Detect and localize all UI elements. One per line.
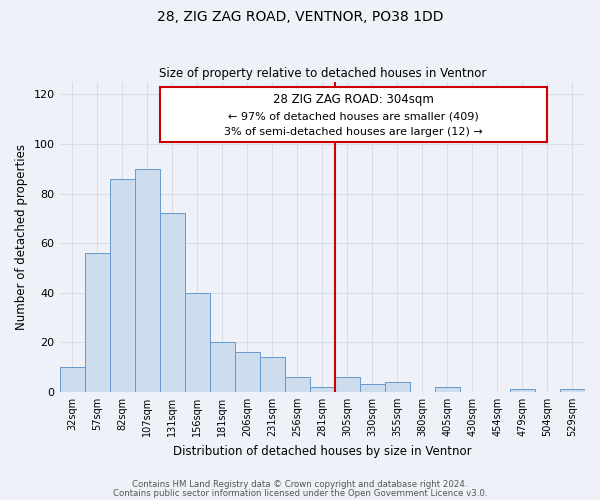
Bar <box>209 342 235 392</box>
Title: Size of property relative to detached houses in Ventnor: Size of property relative to detached ho… <box>158 66 486 80</box>
Bar <box>85 253 110 392</box>
Text: 3% of semi-detached houses are larger (12) →: 3% of semi-detached houses are larger (1… <box>224 126 483 136</box>
Text: 28 ZIG ZAG ROAD: 304sqm: 28 ZIG ZAG ROAD: 304sqm <box>273 93 434 106</box>
Bar <box>235 352 260 392</box>
Bar <box>185 293 209 392</box>
Text: ← 97% of detached houses are smaller (409): ← 97% of detached houses are smaller (40… <box>228 112 479 122</box>
Bar <box>510 390 535 392</box>
Bar <box>285 377 310 392</box>
Bar <box>134 169 160 392</box>
Bar <box>260 357 285 392</box>
Text: Contains public sector information licensed under the Open Government Licence v3: Contains public sector information licen… <box>113 488 487 498</box>
Bar <box>59 367 85 392</box>
Text: 28, ZIG ZAG ROAD, VENTNOR, PO38 1DD: 28, ZIG ZAG ROAD, VENTNOR, PO38 1DD <box>157 10 443 24</box>
Bar <box>110 178 134 392</box>
Bar <box>310 387 335 392</box>
FancyBboxPatch shape <box>160 87 547 142</box>
Bar <box>435 387 460 392</box>
Y-axis label: Number of detached properties: Number of detached properties <box>15 144 28 330</box>
Bar <box>385 382 410 392</box>
Bar <box>560 390 585 392</box>
Bar <box>160 214 185 392</box>
Bar <box>360 384 385 392</box>
X-axis label: Distribution of detached houses by size in Ventnor: Distribution of detached houses by size … <box>173 444 472 458</box>
Text: Contains HM Land Registry data © Crown copyright and database right 2024.: Contains HM Land Registry data © Crown c… <box>132 480 468 489</box>
Bar <box>335 377 360 392</box>
